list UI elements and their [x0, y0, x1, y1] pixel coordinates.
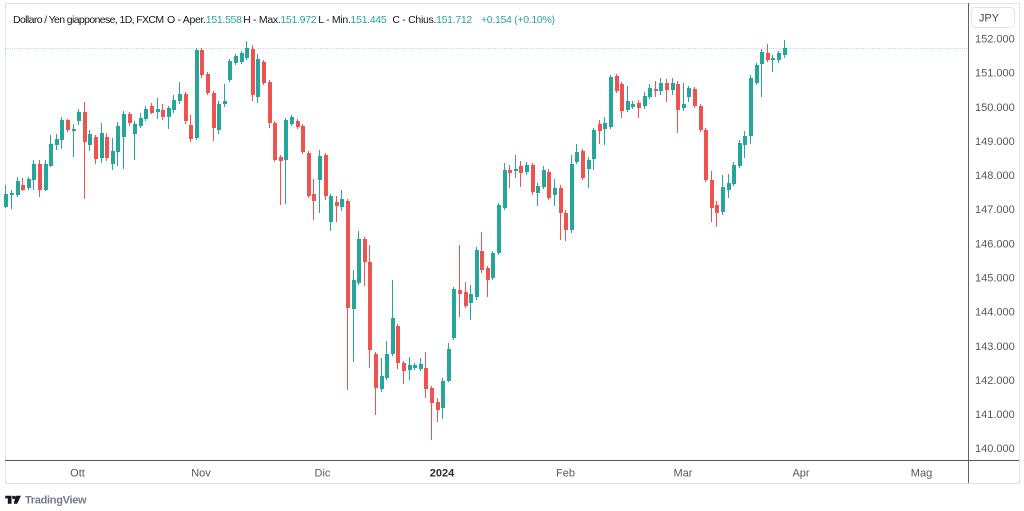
svg-text:149.000: 149.000 [975, 136, 1015, 148]
svg-text:TradingView: TradingView [25, 495, 87, 507]
svg-text:Ott: Ott [70, 468, 85, 480]
svg-text:144.000: 144.000 [975, 307, 1015, 319]
svg-text:147.000: 147.000 [975, 204, 1015, 216]
svg-text:148.000: 148.000 [975, 170, 1015, 182]
svg-text:Dic: Dic [315, 468, 331, 480]
svg-text:151.000: 151.000 [975, 68, 1015, 80]
svg-text:Apr: Apr [792, 468, 809, 480]
svg-text:JPY: JPY [979, 13, 1000, 25]
svg-text:Feb: Feb [556, 468, 575, 480]
svg-text:Mar: Mar [674, 468, 693, 480]
svg-text:143.000: 143.000 [975, 341, 1015, 353]
svg-text:Dollaro / Yen giapponese, 1D,: Dollaro / Yen giapponese, 1D, FXCM O - Ap… [13, 14, 555, 26]
svg-text:150.000: 150.000 [975, 102, 1015, 114]
svg-text:2024: 2024 [430, 468, 455, 480]
svg-text:Mag: Mag [911, 468, 932, 480]
svg-text:146.000: 146.000 [975, 238, 1015, 250]
svg-text:141.000: 141.000 [975, 409, 1015, 421]
svg-text:142.000: 142.000 [975, 375, 1015, 387]
svg-text:140.000: 140.000 [975, 443, 1015, 455]
svg-text:Nov: Nov [191, 468, 211, 480]
svg-text:145.000: 145.000 [975, 273, 1015, 285]
svg-text:152.000: 152.000 [975, 34, 1015, 46]
